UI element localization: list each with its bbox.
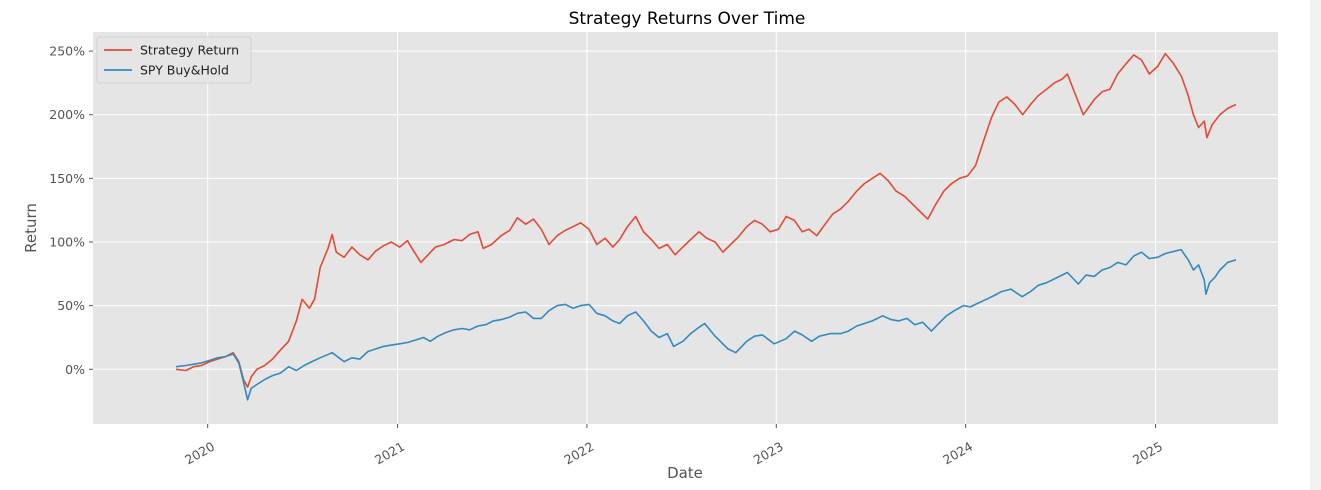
data-series <box>175 52 1237 401</box>
x-tick-label: 2020 <box>182 439 217 468</box>
x-axis-label: Date <box>667 464 703 482</box>
y-tick-label: 100% <box>49 235 85 250</box>
x-tick-label: 2024 <box>940 439 975 468</box>
series-line-strategy <box>175 52 1237 388</box>
y-tick-label: 0% <box>65 362 85 377</box>
gridlines <box>93 32 1278 424</box>
y-tick-label: 50% <box>57 298 85 313</box>
y-axis-ticks: 0% 50% 100% 150% 200% 250% <box>49 44 93 377</box>
x-tick-label: 2021 <box>372 439 407 468</box>
legend-frame <box>96 36 252 84</box>
x-tick-label: 2022 <box>561 439 596 468</box>
x-tick-label: 2025 <box>1130 439 1165 468</box>
scrollbar-track[interactable] <box>1310 0 1321 490</box>
y-tick-label: 150% <box>49 171 85 186</box>
chart-title: Strategy Returns Over Time <box>569 9 806 29</box>
y-tick-label: 250% <box>49 44 85 59</box>
plot-area <box>93 32 1278 424</box>
legend: Strategy Return SPY Buy&Hold <box>96 36 252 84</box>
y-axis-label: Return <box>22 203 40 253</box>
legend-label-spy: SPY Buy&Hold <box>140 63 229 78</box>
y-tick-label: 200% <box>49 107 85 122</box>
x-tick-label: 2023 <box>751 439 786 468</box>
x-axis-ticks: 2020 2021 2022 2023 2024 2025 <box>182 424 1165 467</box>
legend-label-strategy: Strategy Return <box>140 43 239 58</box>
series-line-spy <box>175 248 1237 401</box>
